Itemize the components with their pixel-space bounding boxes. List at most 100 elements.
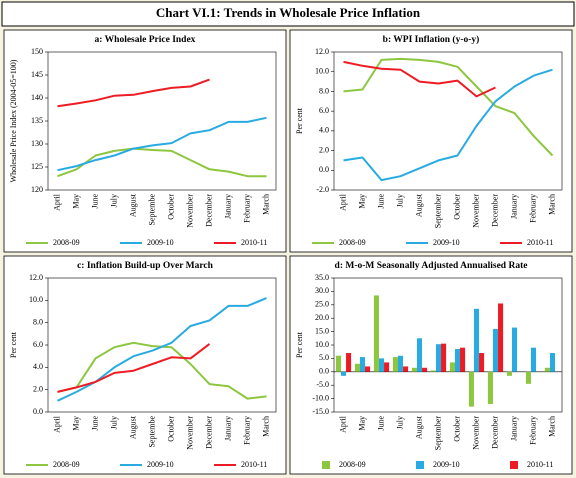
y-tick-label: 0.0: [319, 367, 329, 376]
x-tick-label: July: [109, 194, 118, 207]
y-tick-label: -10.0: [312, 393, 329, 402]
legend-label: 2010-11: [527, 460, 553, 469]
y-tick-label: -2.0: [316, 185, 329, 194]
x-tick-label: July: [395, 416, 404, 429]
legend-label: 2009-10: [147, 238, 174, 247]
y-tick-label: 10.0: [315, 67, 329, 76]
legend-label: 2010-11: [241, 460, 267, 469]
bar: [479, 353, 485, 372]
x-tick-label: Septembe: [147, 194, 156, 226]
x-tick-label: June: [376, 416, 385, 431]
bar: [411, 367, 417, 372]
y-tick-label: 2.0: [319, 145, 329, 154]
y-tick-label: 135: [31, 116, 43, 125]
bar: [549, 353, 556, 372]
x-tick-label: May: [357, 416, 366, 431]
y-tick-label: 20.0: [315, 313, 329, 322]
chart-title: a: Wholesale Price Index: [95, 35, 196, 45]
line-series: [57, 147, 267, 178]
bar: [354, 363, 360, 372]
x-tick-label: November: [471, 416, 480, 450]
x-tick-label: February: [242, 416, 251, 445]
chart-title: c: Inflation Build-up Over March: [77, 261, 214, 271]
legend-label: 2008-09: [53, 238, 80, 247]
y-tick-label: 10.0: [315, 340, 329, 349]
panel: [289, 29, 573, 253]
legend-label: 2010-11: [527, 238, 553, 247]
bar: [422, 367, 428, 372]
y-tick-label: 120: [31, 185, 43, 194]
bar: [511, 327, 518, 372]
bar: [392, 357, 398, 372]
bar: [435, 344, 442, 372]
y-tick-label: 6.0: [33, 340, 43, 349]
x-tick-label: January: [223, 416, 232, 441]
line-series: [343, 60, 496, 98]
y-tick-label: 4.0: [319, 126, 329, 135]
x-tick-label: August: [414, 415, 423, 439]
panel: [3, 255, 287, 475]
bar: [359, 357, 366, 372]
y-tick-label: 145: [31, 70, 43, 79]
x-tick-label: February: [528, 416, 537, 445]
legend-label: 2009-10: [433, 238, 460, 247]
y-tick-label: -5.0: [316, 380, 329, 389]
x-tick-label: February: [242, 194, 251, 223]
y-tick-label: -15.0: [312, 407, 329, 416]
bar: [506, 371, 512, 376]
bar: [525, 371, 531, 384]
chart-title: d: M-o-M Seasonally Adjusted Annualised …: [335, 261, 528, 271]
line-series: [57, 78, 210, 108]
x-tick-label: November: [471, 194, 480, 228]
bar: [449, 362, 455, 372]
y-tick-label: 150: [31, 47, 43, 56]
y-tick-label: 15.0: [315, 326, 329, 335]
legend-swatch: [322, 461, 330, 469]
legend-label: 2009-10: [433, 460, 460, 469]
x-tick-label: June: [90, 416, 99, 431]
y-axis-label: Per cent: [295, 331, 304, 358]
bar: [487, 371, 493, 404]
bar: [430, 370, 436, 372]
y-tick-label: 12.0: [315, 47, 329, 56]
x-tick-label: May: [357, 194, 366, 209]
x-tick-label: March: [547, 194, 556, 215]
x-tick-label: February: [528, 194, 537, 223]
x-tick-label: June: [90, 194, 99, 209]
bar: [346, 353, 352, 372]
x-tick-label: May: [71, 416, 80, 431]
x-tick-label: Septembe: [147, 416, 156, 448]
y-tick-label: 8.0: [319, 86, 329, 95]
bar: [397, 355, 404, 372]
x-tick-label: August: [414, 193, 423, 217]
x-tick-label: November: [185, 416, 194, 450]
y-tick-label: 8.0: [33, 317, 43, 326]
line-series: [343, 68, 553, 182]
legend-swatch: [510, 461, 518, 469]
y-tick-label: 2.0: [33, 384, 43, 393]
panel: [3, 29, 287, 253]
y-tick-label: 6.0: [319, 106, 329, 115]
line-series: [343, 57, 554, 157]
y-tick-label: 12.0: [29, 273, 43, 282]
y-tick-label: 5.0: [319, 353, 329, 362]
bar: [530, 347, 537, 372]
bar: [454, 349, 461, 372]
y-tick-label: 130: [31, 139, 43, 148]
legend-swatch: [416, 461, 424, 469]
x-tick-label: October: [166, 194, 175, 220]
bar: [403, 366, 409, 372]
x-tick-label: September: [433, 194, 442, 229]
x-tick-label: August: [128, 415, 137, 439]
figure-title: Chart VI.1: Trends in Wholesale Price In…: [156, 5, 421, 20]
chart-title: b: WPI Inflation (y-o-y): [383, 34, 480, 45]
x-tick-label: January: [509, 416, 518, 441]
legend-label: 2009-10: [147, 460, 174, 469]
legend-label: 2010-11: [241, 238, 267, 247]
bar: [441, 343, 447, 372]
bar: [384, 362, 390, 372]
line-series: [57, 116, 267, 172]
title-box: [1, 1, 575, 27]
x-tick-label: August: [128, 193, 137, 217]
y-tick-label: 125: [31, 162, 43, 171]
